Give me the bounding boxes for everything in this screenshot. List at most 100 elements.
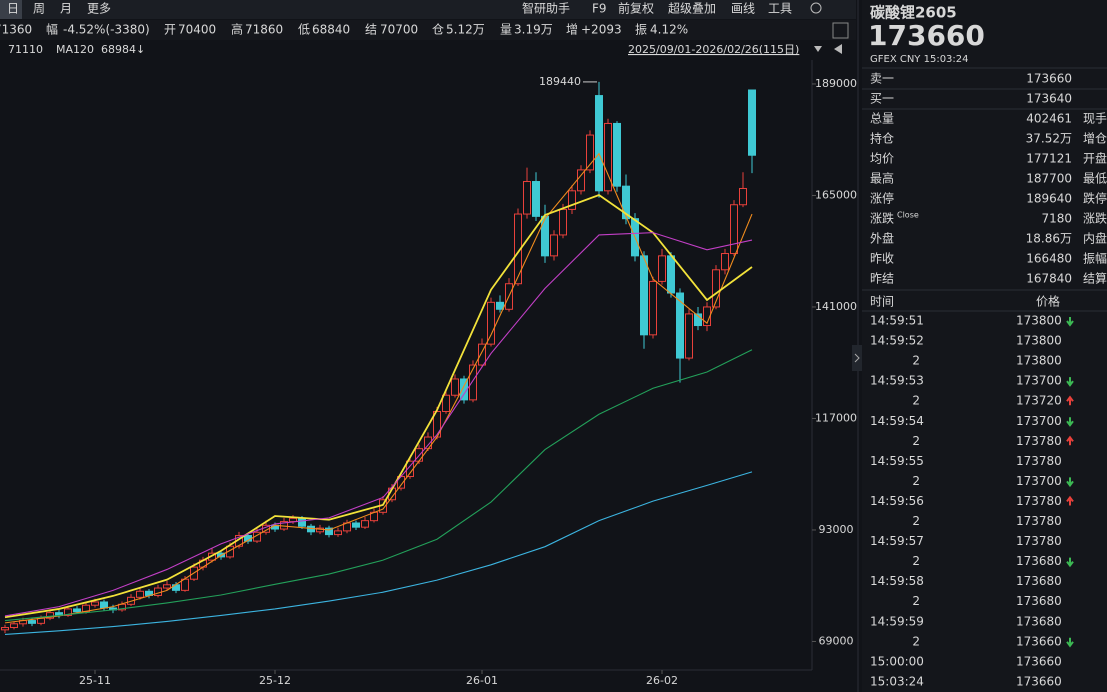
trade-time: 2 [912, 634, 920, 648]
trades-header: 价格 [1036, 294, 1060, 309]
candle-body [1, 627, 9, 631]
y-tick-label: 141000 [815, 300, 857, 313]
candle-body [559, 208, 567, 236]
window-icon[interactable] [832, 22, 849, 39]
trade-time: 14:59:57 [870, 534, 924, 548]
last-price: 173660 [868, 19, 985, 52]
trade-price: 173660 [1016, 634, 1062, 648]
settings-icon[interactable] [810, 2, 822, 14]
trade-time: 14:59:58 [870, 574, 924, 588]
trade-price: 173680 [1016, 574, 1062, 588]
candle-body [613, 122, 621, 187]
quote-value: 173640 [1026, 92, 1072, 106]
instrument-name: 碳酸锂2605 [870, 4, 957, 22]
x-tick-label: 26-01 [466, 674, 498, 687]
tool-button[interactable]: 工具 [768, 2, 792, 16]
quote-label: 涨停 [870, 191, 894, 206]
stats-bg [0, 20, 856, 40]
candle-body [352, 522, 360, 528]
moving-average [4, 193, 753, 619]
quote-label: 增仓 [1083, 132, 1107, 146]
trade-price: 173780 [1016, 454, 1062, 468]
tool-button[interactable]: 前复权 [618, 1, 654, 16]
quote-label: 卖一 [870, 72, 894, 86]
trades-header: 时间 [870, 295, 894, 309]
stat-value: 4.12% [650, 23, 688, 37]
quote-label: 昨收 [870, 252, 894, 266]
candle-body [622, 185, 630, 220]
quote-label: 涨跌 [1083, 211, 1107, 226]
quote-sup: Close [897, 211, 919, 220]
trade-price: 173680 [1016, 594, 1062, 608]
quote-meta: GFEX CNY 15:03:24 [870, 54, 969, 65]
stat-label: 幅 [46, 22, 58, 37]
tool-button[interactable]: 画线 [731, 2, 755, 16]
active-period [0, 0, 22, 19]
period-tab[interactable]: 月 [60, 2, 72, 16]
y-tick-label: 165000 [815, 188, 857, 201]
candle-body [361, 520, 369, 528]
trade-time: 14:59:55 [870, 454, 924, 468]
trade-time: 2 [912, 474, 920, 488]
trade-price: 173780 [1016, 494, 1062, 508]
period-tab[interactable]: 日 [7, 2, 19, 16]
quote-label: 跌停 [1083, 191, 1107, 206]
trade-time: 15:03:24 [870, 674, 924, 688]
candle-body [739, 187, 747, 206]
quote-label: 开盘 [1083, 151, 1107, 166]
quote-label: 买一 [870, 92, 894, 106]
quote-label: 总量 [870, 112, 894, 126]
candle-body [604, 122, 612, 192]
stat-value: 70700 [380, 23, 418, 37]
candle-body [478, 343, 486, 366]
trade-time: 2 [912, 514, 920, 528]
trade-time: 2 [912, 434, 920, 448]
candle-body [550, 234, 558, 257]
tool-button[interactable]: F9 [592, 2, 607, 16]
quote-label: 最高 [870, 171, 894, 186]
candle-body [163, 584, 171, 589]
candle-body [703, 306, 711, 327]
candle-body [442, 394, 450, 412]
ma-legend: 71110 [8, 43, 43, 56]
candle-body [541, 215, 549, 257]
stat-value: 5.12万 [446, 23, 485, 37]
candle-body [658, 255, 666, 282]
candle-body [226, 545, 234, 558]
candle-body [649, 280, 657, 336]
stat-label: 增 [566, 23, 578, 37]
trade-price: 173680 [1016, 554, 1062, 568]
trade-price: 173800 [1016, 314, 1062, 328]
y-tick-label: 69000 [819, 634, 854, 647]
period-tab[interactable]: 周 [33, 2, 45, 16]
annotation-label: 189440 [539, 75, 581, 88]
quote-label: 持仓 [870, 131, 894, 146]
tool-button[interactable]: 超级叠加 [668, 1, 716, 16]
dropdown-icon[interactable] [814, 46, 822, 52]
quote-label: 均价 [870, 152, 894, 166]
candle-body [586, 134, 594, 171]
moving-average [4, 349, 753, 622]
toolbar-bg [0, 0, 856, 19]
moving-average [4, 152, 753, 624]
candle-body [451, 378, 459, 396]
x-tick-label: 25-12 [259, 674, 291, 687]
trade-time: 14:59:51 [870, 314, 924, 328]
candle-body [532, 181, 540, 217]
date-range[interactable]: 2025/09/01-2026/02/26(115日) [628, 43, 799, 56]
down-arrow [1066, 317, 1074, 327]
trade-price: 173680 [1016, 614, 1062, 628]
stat-value: 68840 [312, 23, 350, 37]
scroll-icon[interactable] [834, 44, 842, 54]
candle-body [73, 608, 81, 613]
tool-button[interactable]: 智研助手 [522, 1, 570, 16]
trade-price: 173720 [1016, 394, 1062, 408]
period-tab[interactable]: 更多 [87, 2, 111, 16]
candle-body [91, 601, 99, 606]
collapse-toggle[interactable] [852, 345, 862, 371]
trade-price: 173700 [1016, 414, 1062, 428]
up-arrow [1066, 495, 1074, 506]
quote-label: 振幅 [1083, 251, 1107, 266]
quote-value: 18.86万 [1026, 232, 1072, 246]
